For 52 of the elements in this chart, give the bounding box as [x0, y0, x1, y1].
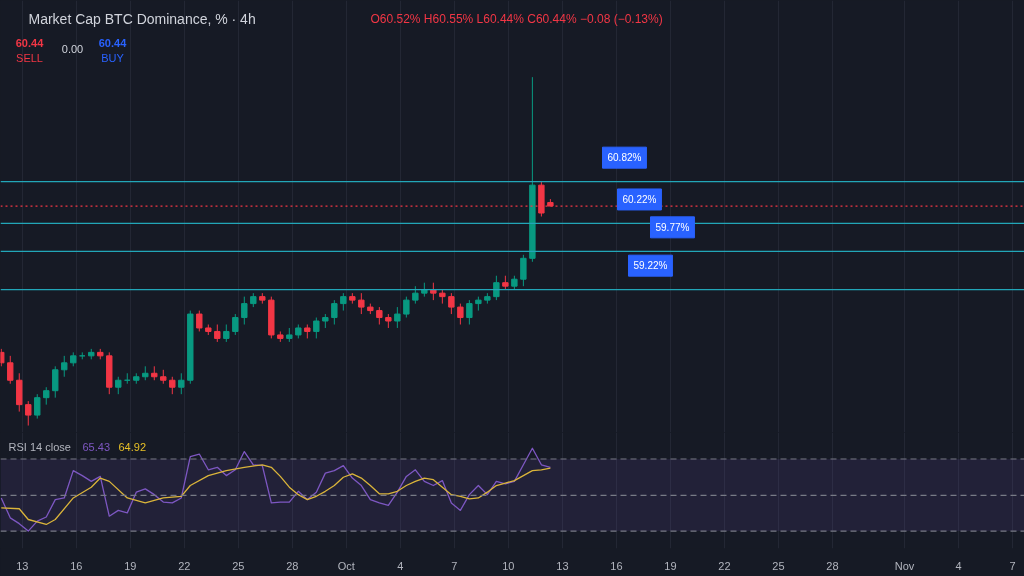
text: 60.44 [15, 36, 45, 49]
candlestick [7, 355, 14, 385]
chart-subtitle: O60.52% H60.55% L60.44% C60.44% −0.08 (−0.13%) [370, 11, 663, 26]
candlestick [358, 292, 365, 315]
x-tick-label: 7 [451, 559, 458, 572]
x-tick-label: 19 [124, 559, 137, 572]
candlestick [232, 313, 239, 336]
series-label: 65.43 [82, 440, 111, 453]
x-tick-label: 13 [556, 559, 569, 572]
chart-title: Market Cap BTC Dominance, % · 4h [28, 10, 256, 27]
x-tick-label: 28 [826, 559, 839, 572]
x-tick-label: 22 [718, 559, 731, 572]
chart-title: RSI 14 close [8, 440, 71, 453]
candlestick [25, 400, 32, 427]
text: 60.44 [98, 36, 128, 49]
annotation: 59.77% [655, 221, 690, 233]
candlestick [241, 296, 248, 325]
x-tick-label: 13 [16, 559, 29, 572]
candlestick [61, 355, 68, 378]
candlestick [457, 303, 464, 325]
candlestick [52, 365, 59, 399]
x-tick-label: 16 [70, 559, 83, 572]
candlestick [331, 299, 338, 325]
annotation: 60.22% [622, 193, 657, 205]
x-tick-label: 25 [772, 559, 785, 572]
text: SELL [16, 51, 43, 64]
x-tick-label: 7 [1009, 559, 1016, 572]
candlestick [520, 254, 527, 287]
candlestick [178, 372, 185, 395]
candlestick [466, 299, 473, 325]
text: BUY [101, 51, 125, 64]
candlestick [34, 393, 41, 420]
x-tick-label: 25 [232, 559, 245, 572]
x-tick-label: Nov [894, 559, 915, 572]
x-tick-label: Oct [337, 559, 355, 572]
x-tick-label: 19 [664, 559, 677, 572]
x-tick-label: 4 [955, 559, 962, 572]
candlestick [313, 317, 320, 339]
candlestick [196, 310, 203, 332]
x-tick-label: 28 [286, 559, 299, 572]
annotation: 59.22% [633, 260, 668, 272]
text: 0.00 [61, 42, 84, 55]
text: 64.92 [118, 440, 147, 453]
candlestick [493, 275, 500, 301]
candlestick [448, 292, 455, 315]
x-tick-label: 22 [178, 559, 191, 572]
x-tick-label: 10 [502, 559, 515, 572]
x-tick-label: 16 [610, 559, 623, 572]
candlestick [403, 296, 410, 319]
annotation: 60.82% [607, 152, 642, 164]
candlestick [394, 306, 401, 329]
x-tick-label: 4 [397, 559, 404, 572]
